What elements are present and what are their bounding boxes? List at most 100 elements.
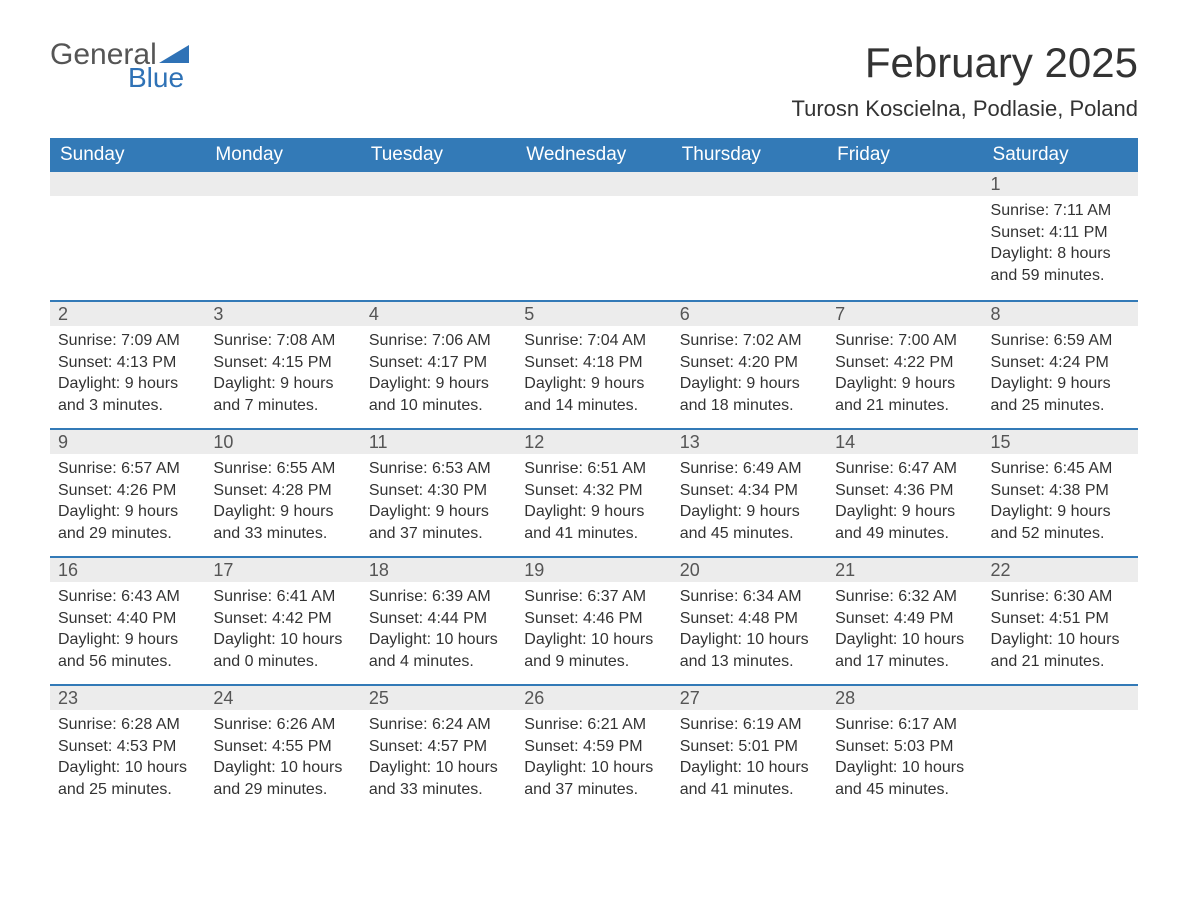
sunset-text: Sunset: 4:13 PM xyxy=(58,352,197,374)
sunrise-text: Sunrise: 6:43 AM xyxy=(58,586,197,608)
sunset-text: Sunset: 5:01 PM xyxy=(680,736,819,758)
day-number-band: 20 xyxy=(672,558,827,582)
day-number: 8 xyxy=(983,304,1009,325)
day-cell: 25Sunrise: 6:24 AMSunset: 4:57 PMDayligh… xyxy=(361,686,516,812)
sunset-text: Sunset: 4:57 PM xyxy=(369,736,508,758)
sunrise-text: Sunrise: 6:39 AM xyxy=(369,586,508,608)
daylight-text: Daylight: 10 hours and 4 minutes. xyxy=(369,629,508,672)
sunset-text: Sunset: 4:20 PM xyxy=(680,352,819,374)
weekday-header: Saturday xyxy=(983,138,1138,172)
day-body: Sunrise: 6:59 AMSunset: 4:24 PMDaylight:… xyxy=(983,326,1138,426)
day-body: Sunrise: 6:21 AMSunset: 4:59 PMDaylight:… xyxy=(516,710,671,810)
daylight-text: Daylight: 9 hours and 21 minutes. xyxy=(835,373,974,416)
sunrise-text: Sunrise: 6:53 AM xyxy=(369,458,508,480)
day-number-band: 15 xyxy=(983,430,1138,454)
day-number: 17 xyxy=(205,560,241,581)
week-row: 9Sunrise: 6:57 AMSunset: 4:26 PMDaylight… xyxy=(50,428,1138,556)
day-cell: 2Sunrise: 7:09 AMSunset: 4:13 PMDaylight… xyxy=(50,302,205,428)
day-body: Sunrise: 6:41 AMSunset: 4:42 PMDaylight:… xyxy=(205,582,360,682)
sunset-text: Sunset: 4:17 PM xyxy=(369,352,508,374)
day-number-band xyxy=(205,172,360,196)
week-row: 2Sunrise: 7:09 AMSunset: 4:13 PMDaylight… xyxy=(50,300,1138,428)
daylight-text: Daylight: 9 hours and 33 minutes. xyxy=(213,501,352,544)
day-cell: 11Sunrise: 6:53 AMSunset: 4:30 PMDayligh… xyxy=(361,430,516,556)
daylight-text: Daylight: 10 hours and 13 minutes. xyxy=(680,629,819,672)
day-cell: 6Sunrise: 7:02 AMSunset: 4:20 PMDaylight… xyxy=(672,302,827,428)
daylight-text: Daylight: 10 hours and 45 minutes. xyxy=(835,757,974,800)
header: General Blue February 2025 Turosn Koscie… xyxy=(50,40,1138,134)
day-body: Sunrise: 7:09 AMSunset: 4:13 PMDaylight:… xyxy=(50,326,205,426)
daylight-text: Daylight: 9 hours and 49 minutes. xyxy=(835,501,974,544)
sunrise-text: Sunrise: 6:32 AM xyxy=(835,586,974,608)
day-number-band: 23 xyxy=(50,686,205,710)
daylight-text: Daylight: 9 hours and 41 minutes. xyxy=(524,501,663,544)
daylight-text: Daylight: 9 hours and 3 minutes. xyxy=(58,373,197,416)
day-number: 26 xyxy=(516,688,552,709)
day-cell xyxy=(50,172,205,300)
sunset-text: Sunset: 4:15 PM xyxy=(213,352,352,374)
day-cell: 26Sunrise: 6:21 AMSunset: 4:59 PMDayligh… xyxy=(516,686,671,812)
sunrise-text: Sunrise: 7:08 AM xyxy=(213,330,352,352)
day-number: 13 xyxy=(672,432,708,453)
daylight-text: Daylight: 10 hours and 21 minutes. xyxy=(991,629,1130,672)
day-number: 9 xyxy=(50,432,76,453)
sunrise-text: Sunrise: 7:11 AM xyxy=(991,200,1130,222)
day-number-band: 1 xyxy=(983,172,1138,196)
day-cell: 28Sunrise: 6:17 AMSunset: 5:03 PMDayligh… xyxy=(827,686,982,812)
day-cell xyxy=(205,172,360,300)
day-number-band: 28 xyxy=(827,686,982,710)
sunset-text: Sunset: 4:28 PM xyxy=(213,480,352,502)
day-body: Sunrise: 7:08 AMSunset: 4:15 PMDaylight:… xyxy=(205,326,360,426)
day-cell: 7Sunrise: 7:00 AMSunset: 4:22 PMDaylight… xyxy=(827,302,982,428)
day-body xyxy=(983,710,1138,724)
day-number-band xyxy=(361,172,516,196)
logo: General Blue xyxy=(50,40,193,92)
day-cell: 5Sunrise: 7:04 AMSunset: 4:18 PMDaylight… xyxy=(516,302,671,428)
day-number-band: 10 xyxy=(205,430,360,454)
day-body xyxy=(361,196,516,210)
weekday-header: Wednesday xyxy=(516,138,671,172)
sunrise-text: Sunrise: 6:57 AM xyxy=(58,458,197,480)
day-number-band: 12 xyxy=(516,430,671,454)
sunset-text: Sunset: 4:24 PM xyxy=(991,352,1130,374)
day-body: Sunrise: 7:00 AMSunset: 4:22 PMDaylight:… xyxy=(827,326,982,426)
day-cell: 14Sunrise: 6:47 AMSunset: 4:36 PMDayligh… xyxy=(827,430,982,556)
sunrise-text: Sunrise: 6:59 AM xyxy=(991,330,1130,352)
sunset-text: Sunset: 4:53 PM xyxy=(58,736,197,758)
sunset-text: Sunset: 4:38 PM xyxy=(991,480,1130,502)
day-body xyxy=(516,196,671,210)
daylight-text: Daylight: 9 hours and 29 minutes. xyxy=(58,501,197,544)
sunset-text: Sunset: 4:18 PM xyxy=(524,352,663,374)
day-number-band xyxy=(672,172,827,196)
sunrise-text: Sunrise: 6:34 AM xyxy=(680,586,819,608)
day-cell xyxy=(672,172,827,300)
day-body: Sunrise: 6:55 AMSunset: 4:28 PMDaylight:… xyxy=(205,454,360,554)
sunset-text: Sunset: 4:42 PM xyxy=(213,608,352,630)
day-number-band: 19 xyxy=(516,558,671,582)
day-number: 11 xyxy=(361,432,396,453)
day-number: 4 xyxy=(361,304,387,325)
day-body xyxy=(205,196,360,210)
weekday-header: Monday xyxy=(205,138,360,172)
day-body: Sunrise: 6:19 AMSunset: 5:01 PMDaylight:… xyxy=(672,710,827,810)
page: General Blue February 2025 Turosn Koscie… xyxy=(0,0,1188,862)
daylight-text: Daylight: 9 hours and 18 minutes. xyxy=(680,373,819,416)
sunrise-text: Sunrise: 6:41 AM xyxy=(213,586,352,608)
day-cell: 8Sunrise: 6:59 AMSunset: 4:24 PMDaylight… xyxy=(983,302,1138,428)
day-number-band: 6 xyxy=(672,302,827,326)
daylight-text: Daylight: 9 hours and 45 minutes. xyxy=(680,501,819,544)
day-cell: 21Sunrise: 6:32 AMSunset: 4:49 PMDayligh… xyxy=(827,558,982,684)
day-number-band xyxy=(827,172,982,196)
day-cell: 16Sunrise: 6:43 AMSunset: 4:40 PMDayligh… xyxy=(50,558,205,684)
day-body: Sunrise: 7:02 AMSunset: 4:20 PMDaylight:… xyxy=(672,326,827,426)
day-body: Sunrise: 6:34 AMSunset: 4:48 PMDaylight:… xyxy=(672,582,827,682)
day-number-band: 5 xyxy=(516,302,671,326)
sunrise-text: Sunrise: 7:06 AM xyxy=(369,330,508,352)
day-cell xyxy=(516,172,671,300)
weekday-header: Sunday xyxy=(50,138,205,172)
day-number: 27 xyxy=(672,688,708,709)
sunrise-text: Sunrise: 6:28 AM xyxy=(58,714,197,736)
day-body: Sunrise: 6:43 AMSunset: 4:40 PMDaylight:… xyxy=(50,582,205,682)
sunrise-text: Sunrise: 6:55 AM xyxy=(213,458,352,480)
daylight-text: Daylight: 10 hours and 0 minutes. xyxy=(213,629,352,672)
